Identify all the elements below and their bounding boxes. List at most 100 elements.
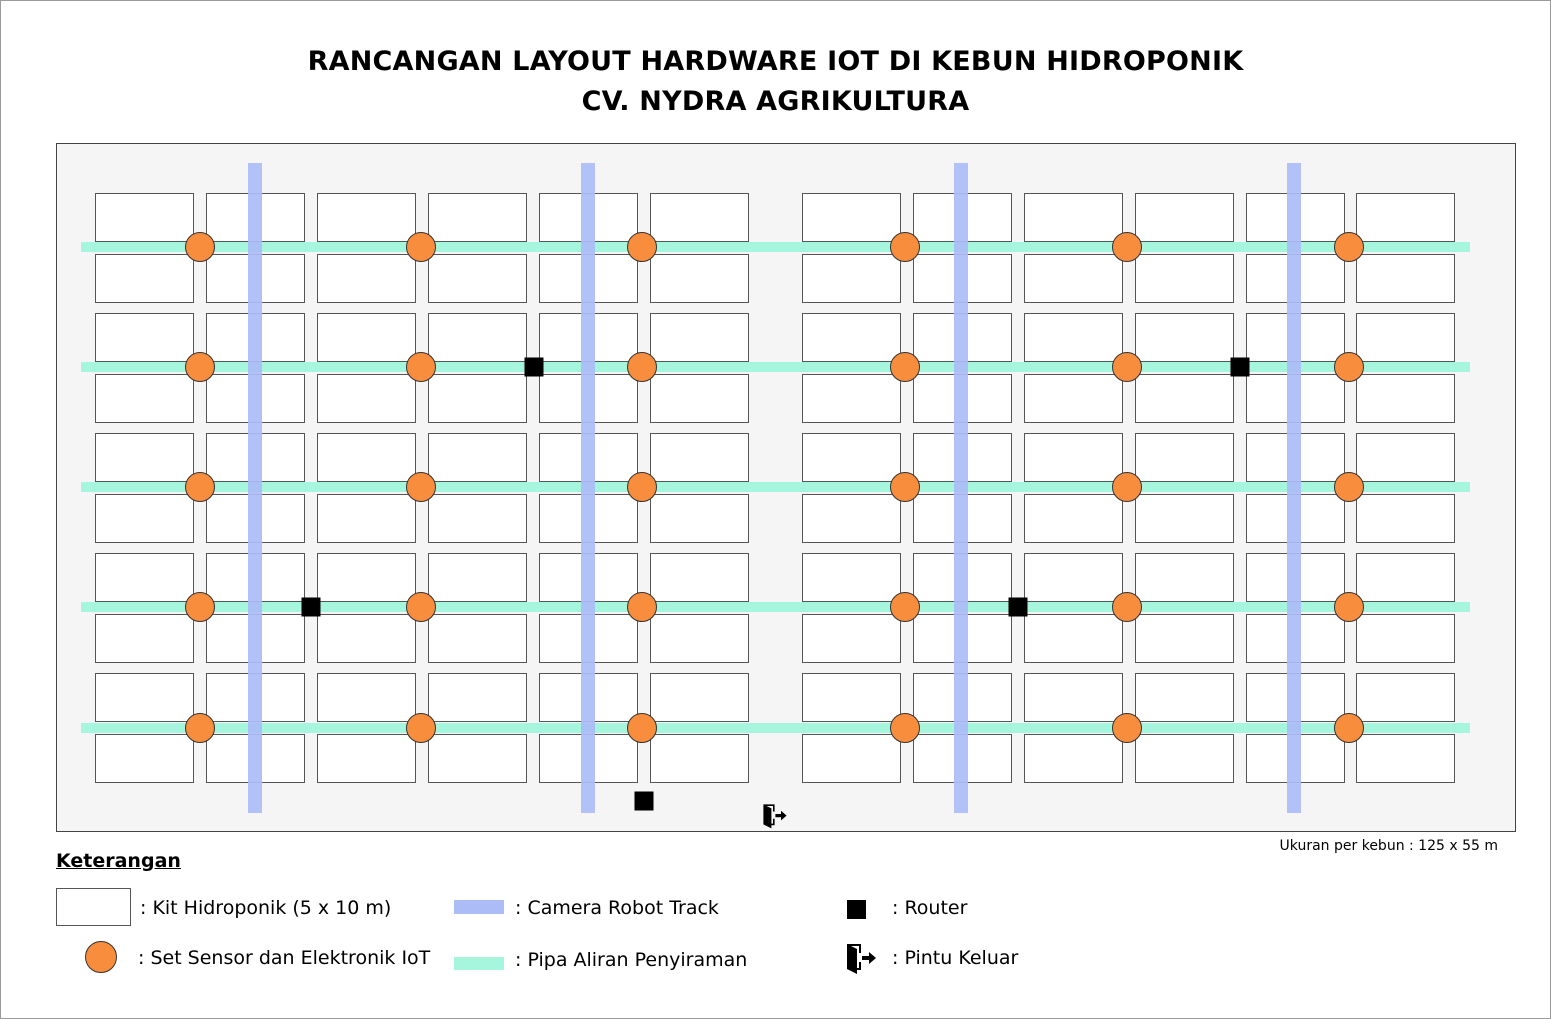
legend-camera-track-swatch	[454, 900, 504, 914]
hydroponic-kit	[317, 614, 416, 663]
iot-sensor-set	[890, 352, 920, 382]
hydroponic-kit	[428, 673, 527, 722]
hydroponic-kit	[317, 734, 416, 783]
irrigation-pipe	[81, 362, 1470, 372]
hydroponic-kit	[802, 193, 901, 242]
legend-exit-label: : Pintu Keluar	[892, 947, 1019, 969]
iot-sensor-set	[1334, 713, 1364, 743]
door-exit-icon-arrow	[775, 810, 787, 821]
iot-sensor-set	[1112, 713, 1142, 743]
router	[1230, 357, 1250, 377]
iot-sensor-set	[406, 472, 436, 502]
door-exit-icon	[763, 804, 787, 829]
diagram-title: RANCANGAN LAYOUT HARDWARE IOT DI KEBUN H…	[307, 46, 1244, 77]
hydroponic-kit	[802, 734, 901, 783]
hydroponic-kit	[1356, 673, 1455, 722]
iot-sensor-set	[406, 352, 436, 382]
hydroponic-kit	[802, 254, 901, 303]
hydroponic-kit	[1024, 673, 1123, 722]
camera-robot-track	[581, 163, 595, 813]
legend-door-exit-icon	[847, 944, 876, 974]
camera-robot-track	[1287, 163, 1301, 813]
iot-sensor-set	[185, 232, 215, 262]
hydroponic-kit	[650, 734, 749, 783]
iot-sensor-set	[627, 592, 657, 622]
hydroponic-kit	[95, 254, 194, 303]
hydroponic-kit	[317, 494, 416, 543]
hydroponic-kit	[1356, 254, 1455, 303]
hydroponic-kit	[1024, 553, 1123, 602]
iot-sensor-set	[627, 352, 657, 382]
hydroponic-kit	[1135, 374, 1234, 423]
hydroponic-kit	[1135, 614, 1234, 663]
hydroponic-kit	[428, 614, 527, 663]
hydroponic-kit	[1356, 193, 1455, 242]
hydroponic-kit	[428, 433, 527, 482]
iot-sensor-set	[1334, 232, 1364, 262]
hydroponic-kit	[1135, 193, 1234, 242]
hydroponic-kit	[1024, 193, 1123, 242]
hydroponic-kit	[1356, 614, 1455, 663]
iot-sensor-set	[185, 472, 215, 502]
hydroponic-kit	[1135, 734, 1234, 783]
hydroponic-kit	[317, 673, 416, 722]
router	[1008, 597, 1028, 617]
iot-sensor-set	[185, 352, 215, 382]
camera-robot-track	[954, 163, 968, 813]
camera-robot-track	[248, 163, 262, 813]
legend-kit-label: : Kit Hidroponik (5 x 10 m)	[140, 897, 392, 919]
iot-sensor-set	[890, 713, 920, 743]
hydroponic-kit	[1356, 433, 1455, 482]
hydroponic-kit	[428, 553, 527, 602]
router	[524, 357, 544, 377]
irrigation-pipe	[81, 602, 1470, 612]
hydroponic-kit	[1024, 614, 1123, 663]
hydroponic-kit	[95, 193, 194, 242]
hydroponic-kit	[802, 494, 901, 543]
iot-sensor-set	[406, 232, 436, 262]
hydroponic-kit	[1135, 553, 1234, 602]
hydroponic-kit	[802, 614, 901, 663]
hydroponic-kit	[428, 193, 527, 242]
hydroponic-kit	[95, 734, 194, 783]
iot-sensor-set	[1112, 352, 1142, 382]
door-exit-icon-door	[763, 804, 775, 829]
hydroponic-kit	[650, 553, 749, 602]
hydroponic-kit	[650, 494, 749, 543]
hydroponic-kit	[317, 553, 416, 602]
legend-sensor-label: : Set Sensor dan Elektronik IoT	[138, 947, 431, 969]
hydroponic-kit	[650, 614, 749, 663]
iot-sensor-set	[406, 592, 436, 622]
iot-sensor-set	[627, 713, 657, 743]
hydroponic-kit	[1356, 734, 1455, 783]
hydroponic-kit	[650, 254, 749, 303]
iot-sensor-set	[1112, 472, 1142, 502]
iot-sensor-set	[185, 713, 215, 743]
hydroponic-kit	[1135, 494, 1234, 543]
hydroponic-kit	[95, 614, 194, 663]
hydroponic-kit	[428, 494, 527, 543]
iot-sensor-set	[890, 472, 920, 502]
hydroponic-kit	[650, 193, 749, 242]
size-note: Ukuran per kebun : 125 x 55 m	[1279, 838, 1498, 854]
hydroponic-kit	[1356, 553, 1455, 602]
hydroponic-kit	[95, 494, 194, 543]
hydroponic-kit	[650, 673, 749, 722]
hydroponic-kit	[802, 553, 901, 602]
hydroponic-kit	[1135, 254, 1234, 303]
hydroponic-kit	[1356, 494, 1455, 543]
hydroponic-kit	[802, 313, 901, 362]
legend-heading: Keterangan	[56, 850, 181, 872]
legend-sensor-swatch	[85, 941, 117, 973]
hydroponic-kit	[428, 313, 527, 362]
hydroponic-kit	[95, 374, 194, 423]
hydroponic-kit	[1024, 374, 1123, 423]
hydroponic-kit	[95, 673, 194, 722]
hydroponic-kit	[1356, 313, 1455, 362]
hydroponic-kit	[1356, 374, 1455, 423]
iot-sensor-set	[1112, 232, 1142, 262]
hydroponic-kit	[95, 553, 194, 602]
iot-sensor-set	[1334, 472, 1364, 502]
iot-sensor-set	[1112, 592, 1142, 622]
